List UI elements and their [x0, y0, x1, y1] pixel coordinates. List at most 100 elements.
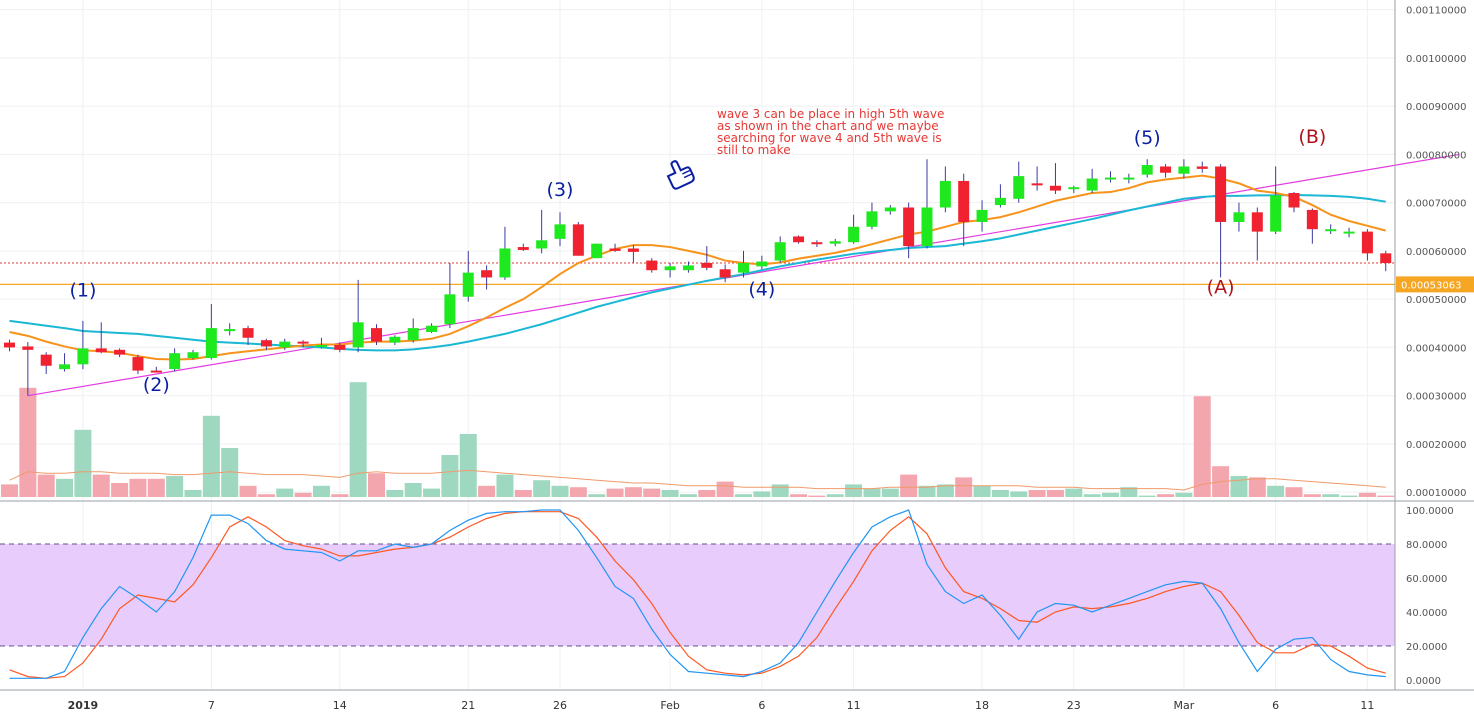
candle-body	[921, 207, 933, 247]
volume-bar	[698, 490, 716, 497]
candle-body	[719, 269, 731, 278]
x-tick-label: 18	[975, 699, 989, 712]
volume-bar	[1358, 492, 1376, 497]
volume-bar	[1083, 494, 1101, 497]
volume-bar	[863, 488, 881, 497]
volume-bar	[1, 484, 18, 497]
x-tick-label: 6	[758, 699, 765, 712]
volume-bar	[74, 429, 92, 497]
volume-bar	[19, 387, 37, 497]
candle-body	[407, 328, 419, 341]
volume-bar	[735, 494, 752, 497]
wave-label: (2)	[143, 374, 170, 396]
candle-body	[95, 348, 107, 353]
candle-body	[1306, 209, 1318, 230]
candle-body	[1105, 177, 1116, 180]
volume-bar	[184, 490, 202, 497]
x-tick-label: Feb	[660, 699, 679, 712]
volume-bar	[845, 484, 863, 497]
wave-label: (5)	[1134, 127, 1161, 149]
candle-body	[132, 357, 144, 371]
volume-bar	[661, 490, 679, 497]
volume-bar	[1267, 485, 1285, 497]
x-tick-label: 7	[208, 699, 215, 712]
price-tick-label: 0.00010000	[1406, 488, 1466, 499]
volume-bar	[331, 494, 349, 497]
candle-body	[1123, 177, 1135, 180]
volume-bar	[147, 478, 165, 497]
candle-body	[1086, 178, 1098, 191]
candle-body	[334, 345, 346, 350]
candle-body	[738, 262, 749, 273]
volume-bar	[221, 448, 239, 497]
volume-ma-line	[9, 469, 1386, 491]
candle-body	[22, 346, 34, 350]
candle-body	[1325, 229, 1337, 232]
candle-body	[517, 247, 529, 250]
candle-body	[224, 329, 236, 332]
volume-bar	[92, 474, 110, 497]
candle-body	[627, 248, 639, 252]
candle-body	[1361, 231, 1373, 254]
volume-bar	[1046, 490, 1064, 497]
volume-bar	[588, 494, 606, 497]
osc-tick-label: 0.0000	[1406, 676, 1441, 687]
osc-tick-label: 80.0000	[1406, 540, 1447, 551]
osc-tick-label: 40.0000	[1406, 608, 1447, 619]
volume-bar	[991, 490, 1009, 497]
volume-bar	[569, 487, 587, 497]
candle-body	[976, 209, 988, 222]
candle-body	[903, 207, 915, 247]
volume-bar	[496, 474, 514, 497]
price-tick-label: 0.00090000	[1406, 102, 1466, 113]
x-tick-label: 2019	[68, 699, 99, 712]
volume-bar	[808, 495, 826, 497]
candle-body	[371, 328, 382, 342]
candle-body	[4, 342, 15, 348]
volume-bar	[624, 487, 642, 497]
volume-bar	[1285, 487, 1303, 497]
candle-body	[811, 242, 823, 245]
x-tick-label: Mar	[1174, 699, 1195, 712]
price-tick-label: 0.00050000	[1406, 295, 1466, 306]
volume-bar	[459, 434, 477, 497]
candle-body	[848, 226, 860, 243]
pointing-hand-icon	[666, 160, 695, 190]
price-tick-label: 0.00040000	[1406, 343, 1466, 354]
volume-bar	[643, 488, 661, 497]
candle-body	[1251, 212, 1263, 232]
x-tick-label: 6	[1272, 699, 1279, 712]
price-tick-label: 0.00100000	[1406, 54, 1466, 65]
volume-bar	[276, 488, 294, 497]
candle-body	[444, 294, 456, 325]
price-tick-label: 0.00070000	[1406, 199, 1466, 210]
ma-fast-line	[9, 174, 1387, 361]
volume-bar	[551, 485, 569, 497]
candle-body	[1233, 212, 1245, 222]
annotation-line: searching for wave 4 and 5th wave is	[717, 131, 942, 145]
candle-body	[866, 211, 878, 227]
ma-slow-line	[9, 193, 1386, 352]
candle-body	[572, 224, 584, 256]
candle-body	[1215, 166, 1227, 222]
volume-bar	[1175, 492, 1193, 497]
x-tick-label: 11	[1360, 699, 1374, 712]
candle-body	[793, 236, 805, 243]
candle-body	[187, 352, 199, 359]
volume-bar	[1028, 490, 1046, 497]
candle-body	[481, 270, 493, 278]
volume-bar	[1377, 495, 1395, 497]
candle-body	[591, 243, 603, 259]
volume-layer	[1, 382, 1395, 497]
candle-body	[646, 260, 658, 271]
candle-body	[1196, 166, 1208, 169]
candle-body	[260, 340, 272, 347]
volume-bar	[1248, 477, 1266, 497]
volume-bar	[790, 494, 808, 497]
volume-bar	[1230, 476, 1248, 497]
candle-body	[1270, 195, 1282, 232]
candle-body	[609, 248, 621, 251]
volume-bar	[606, 488, 624, 497]
volume-bar	[294, 492, 312, 497]
volume-bar	[1102, 492, 1119, 497]
